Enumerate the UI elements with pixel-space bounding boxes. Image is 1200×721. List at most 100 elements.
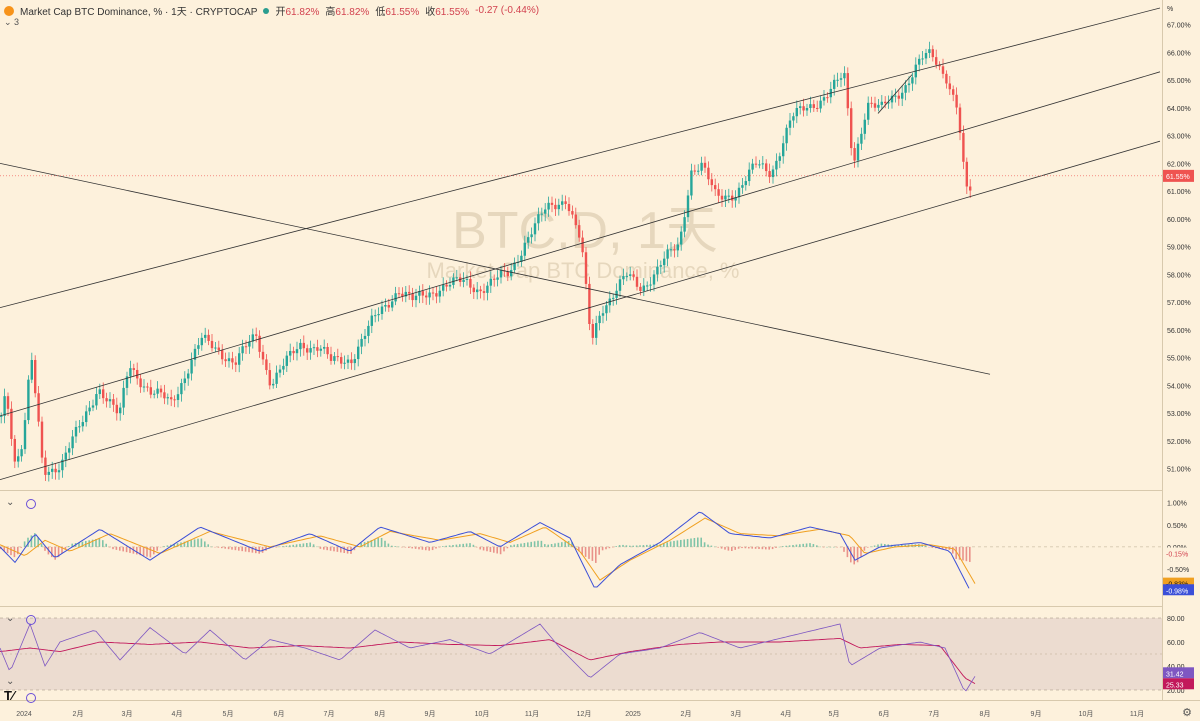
candle-body	[20, 449, 23, 457]
macd-bar	[850, 546, 852, 563]
collapse-indicators-button[interactable]: ⌄ 3	[4, 17, 20, 27]
candle-body	[717, 189, 720, 196]
candle-body	[394, 293, 397, 302]
macd-bar	[285, 545, 288, 547]
candle-body	[530, 234, 533, 238]
macd-bar	[329, 546, 332, 551]
macd-bar	[686, 538, 689, 547]
macd-bar	[146, 546, 148, 557]
macd-bar	[91, 539, 94, 547]
unit-label: %	[1167, 6, 1173, 13]
candle-body	[843, 73, 846, 79]
candle-body	[340, 357, 343, 364]
macd-bar	[387, 543, 390, 547]
watermark-name: Market Cap BTC Dominance, %	[427, 258, 740, 283]
candle-body	[397, 293, 401, 295]
macd-collapse-button[interactable]: ⌄	[6, 497, 15, 508]
candle-body	[418, 291, 421, 296]
symbol-title[interactable]: Market Cap BTC Dominance, % · 1天 · CRYPT…	[20, 7, 258, 18]
macd-bar	[40, 544, 43, 547]
candle-body	[836, 79, 839, 81]
candle-body	[227, 358, 231, 362]
candle-body	[238, 353, 241, 365]
macd-bar	[136, 546, 138, 555]
macd-bar	[591, 546, 594, 561]
macd-bar	[941, 546, 944, 550]
gear-icon[interactable]: ⚙	[1182, 707, 1192, 719]
macd-settings-icon[interactable]	[26, 499, 36, 509]
candle-body	[282, 365, 285, 370]
macd-bar	[231, 546, 233, 550]
y-tick-label: 61.00%	[1167, 189, 1191, 196]
macd-value-label: -0.98%	[1166, 588, 1188, 595]
candle-body	[649, 284, 652, 286]
panel-collapse-button[interactable]: ⌄	[6, 676, 15, 687]
rsi-ma-line	[0, 637, 976, 684]
candle-body	[17, 456, 20, 462]
rsi-collapse-button[interactable]: ⌄	[6, 613, 15, 624]
macd-bar	[618, 545, 621, 547]
macd-bar	[765, 546, 767, 550]
macd-bar	[727, 546, 730, 551]
open-value: 61.82%	[285, 7, 320, 18]
candle-body	[465, 278, 469, 280]
macd-bar	[30, 535, 33, 547]
macd-bar	[901, 544, 903, 547]
macd-bar	[200, 538, 203, 547]
candle-body	[782, 143, 785, 157]
candle-body	[299, 342, 302, 350]
macd-bar	[737, 546, 740, 549]
candle-body	[588, 283, 591, 325]
candle-body	[547, 202, 550, 210]
macd-bar	[537, 540, 539, 547]
x-tick-label: 2024	[16, 711, 32, 718]
macd-bar	[115, 546, 118, 550]
macd-bar	[13, 546, 16, 558]
candle-body	[309, 348, 312, 353]
candle-body	[921, 58, 924, 60]
x-tick-label: 12月	[577, 710, 592, 718]
y-tick-label: 51.00%	[1167, 467, 1191, 474]
y-tick-label: 65.00%	[1167, 78, 1191, 85]
macd-bar	[693, 538, 696, 547]
macd-bar	[452, 544, 454, 547]
candle-body	[217, 347, 220, 350]
macd-bar	[516, 544, 519, 547]
candle-body	[462, 279, 465, 282]
candle-body	[37, 393, 40, 422]
candle-body	[122, 387, 125, 408]
candle-body	[193, 348, 197, 360]
tradingview-logo[interactable]: T⁄	[4, 688, 15, 703]
candle-body	[23, 420, 27, 450]
macd-y-tick: 1.00%	[1167, 501, 1187, 508]
macd-bar	[81, 541, 84, 547]
macd-bar	[163, 546, 165, 547]
macd-bar	[506, 546, 509, 549]
y-tick-label: 62.00%	[1167, 161, 1191, 168]
candle-body	[445, 284, 448, 287]
macd-bar	[499, 546, 502, 555]
candle-body	[0, 415, 3, 417]
candle-body	[771, 169, 775, 178]
panel-settings-icon[interactable]	[26, 693, 36, 703]
macd-bar	[312, 544, 315, 547]
y-tick-label: 60.00%	[1167, 217, 1191, 224]
candle-body	[700, 162, 703, 171]
candle-body	[499, 270, 503, 278]
macd-bar	[27, 537, 29, 547]
candle-body	[469, 278, 472, 288]
macd-bar	[78, 542, 80, 547]
macd-bar	[697, 537, 699, 547]
macd-bar	[557, 542, 560, 547]
candle-body	[183, 378, 186, 384]
candle-body	[479, 289, 482, 292]
candle-body	[377, 314, 380, 316]
candle-body	[129, 368, 132, 377]
macd-bar	[397, 546, 400, 548]
macd-bar	[833, 546, 835, 548]
x-tick-label: 2月	[681, 710, 692, 718]
macd-bar	[571, 542, 573, 547]
macd-bar	[843, 546, 845, 552]
rsi-settings-icon[interactable]	[26, 615, 36, 625]
